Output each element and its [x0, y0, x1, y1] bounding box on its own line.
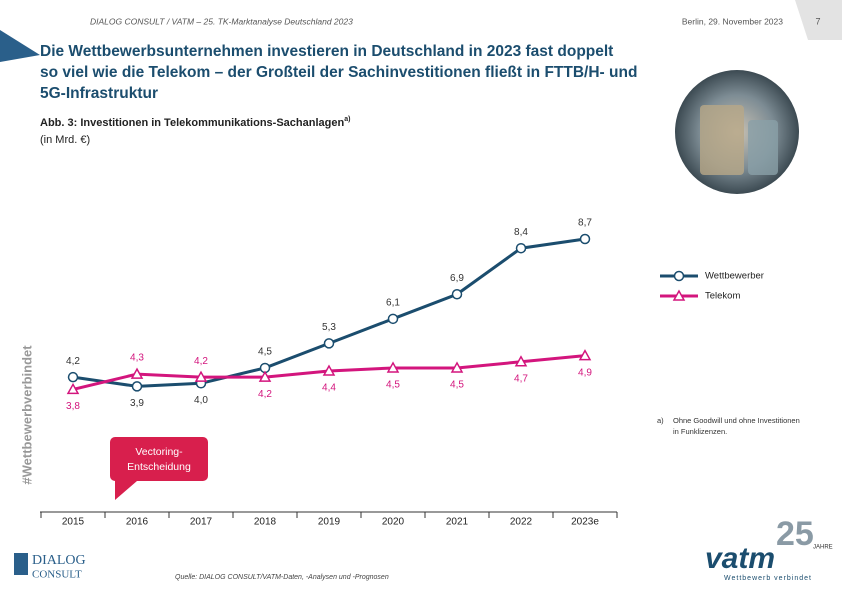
- chart-subtitle: (in Mrd. €): [40, 134, 90, 146]
- point: [258, 370, 272, 382]
- x-tick-label: 2018: [254, 517, 277, 528]
- decor: [0, 30, 40, 62]
- photo-coins: [700, 105, 778, 175]
- point: [579, 233, 591, 245]
- chart-title-note: a): [344, 116, 350, 123]
- value-label: 4,7: [514, 373, 528, 384]
- title: so viel wie die Telekom – der Großteil d…: [40, 64, 637, 81]
- point: [451, 289, 463, 300]
- annotation-box: [110, 437, 208, 500]
- point: [450, 361, 464, 373]
- decor: [795, 0, 842, 40]
- logo-text: vatm: [705, 542, 775, 575]
- point: [387, 313, 399, 325]
- x-tick-label: 2017: [190, 517, 213, 528]
- annotation-text: Entscheidung: [127, 461, 191, 473]
- x-tick-label: 2022: [510, 517, 533, 528]
- header-left: DIALOG CONSULT / VATM – 25. TK-Marktanal…: [90, 16, 353, 26]
- value-label: 6,9: [450, 273, 464, 284]
- point: [67, 371, 79, 383]
- value-label: 3,8: [66, 401, 80, 412]
- point: [66, 382, 80, 395]
- logo-text: CONSULT: [32, 569, 82, 581]
- point: [130, 367, 144, 379]
- vatm-logo: vatm 25 JAHRE Wettbewerb verbindet: [705, 515, 833, 582]
- footnote: in Funklizenzen.: [673, 427, 727, 436]
- value-label: 4,9: [578, 367, 592, 378]
- point: [131, 381, 143, 392]
- value-label: 4,5: [386, 380, 400, 391]
- point: [514, 355, 528, 367]
- x-tick-label: 2019: [318, 517, 341, 528]
- legend-marker: [673, 270, 685, 282]
- page-number: 7: [815, 16, 820, 26]
- value-label: 4,5: [258, 347, 272, 358]
- point: [323, 338, 335, 349]
- chart-title: Abb. 3: Investitionen in Telekommunikati…: [40, 116, 350, 129]
- value-label: 8,7: [578, 218, 592, 229]
- x-tick-label: 2023e: [571, 517, 599, 528]
- point: [386, 361, 400, 373]
- value-label: 8,4: [514, 227, 528, 238]
- footnote: Ohne Goodwill und ohne Investitionen: [673, 416, 800, 425]
- chart-title-text: Abb. 3: Investitionen in Telekommunikati…: [40, 117, 344, 129]
- legend-label: Wettbewerber: [705, 271, 764, 282]
- title: Die Wettbewerbsunternehmen investieren i…: [40, 43, 613, 60]
- logo-anniversary: 25: [776, 515, 814, 553]
- value-label: 4,5: [450, 380, 464, 391]
- value-label: 6,1: [386, 297, 400, 308]
- footnote-label: a): [657, 416, 664, 425]
- title: 5G-Infrastruktur: [40, 85, 158, 102]
- annotation-text: Vectoring-: [135, 446, 183, 458]
- value-label: 4,0: [194, 395, 208, 406]
- value-label: 3,9: [130, 398, 144, 409]
- point: [515, 242, 527, 254]
- value-label: 4,2: [258, 389, 272, 400]
- x-tick-label: 2020: [382, 517, 405, 528]
- logo-text: JAHRE: [813, 545, 833, 551]
- dialog-logo: DIALOG CONSULT: [14, 553, 86, 581]
- value-label: 4,2: [194, 356, 208, 367]
- value-label: 4,4: [322, 383, 336, 394]
- value-label: 5,3: [322, 322, 336, 333]
- x-tick-label: 2015: [62, 517, 85, 528]
- value-label: 4,3: [130, 353, 144, 364]
- x-tick-label: 2016: [126, 517, 149, 528]
- point: [194, 370, 208, 382]
- header-date: Berlin, 29. November 2023: [682, 16, 783, 26]
- value-label: 4,2: [66, 356, 80, 367]
- point: [578, 349, 592, 361]
- logo-slogan: Wettbewerb verbindet: [724, 575, 812, 582]
- side-text: #Wettbewerbverbindet: [19, 345, 34, 485]
- logo-text: DIALOG: [32, 553, 86, 568]
- source: Quelle: DIALOG CONSULT/VATM-Daten, -Anal…: [175, 574, 389, 581]
- legend-marker: [672, 289, 686, 301]
- x-tick-label: 2021: [446, 517, 469, 528]
- point: [322, 364, 336, 376]
- legend-label: Telekom: [705, 291, 740, 302]
